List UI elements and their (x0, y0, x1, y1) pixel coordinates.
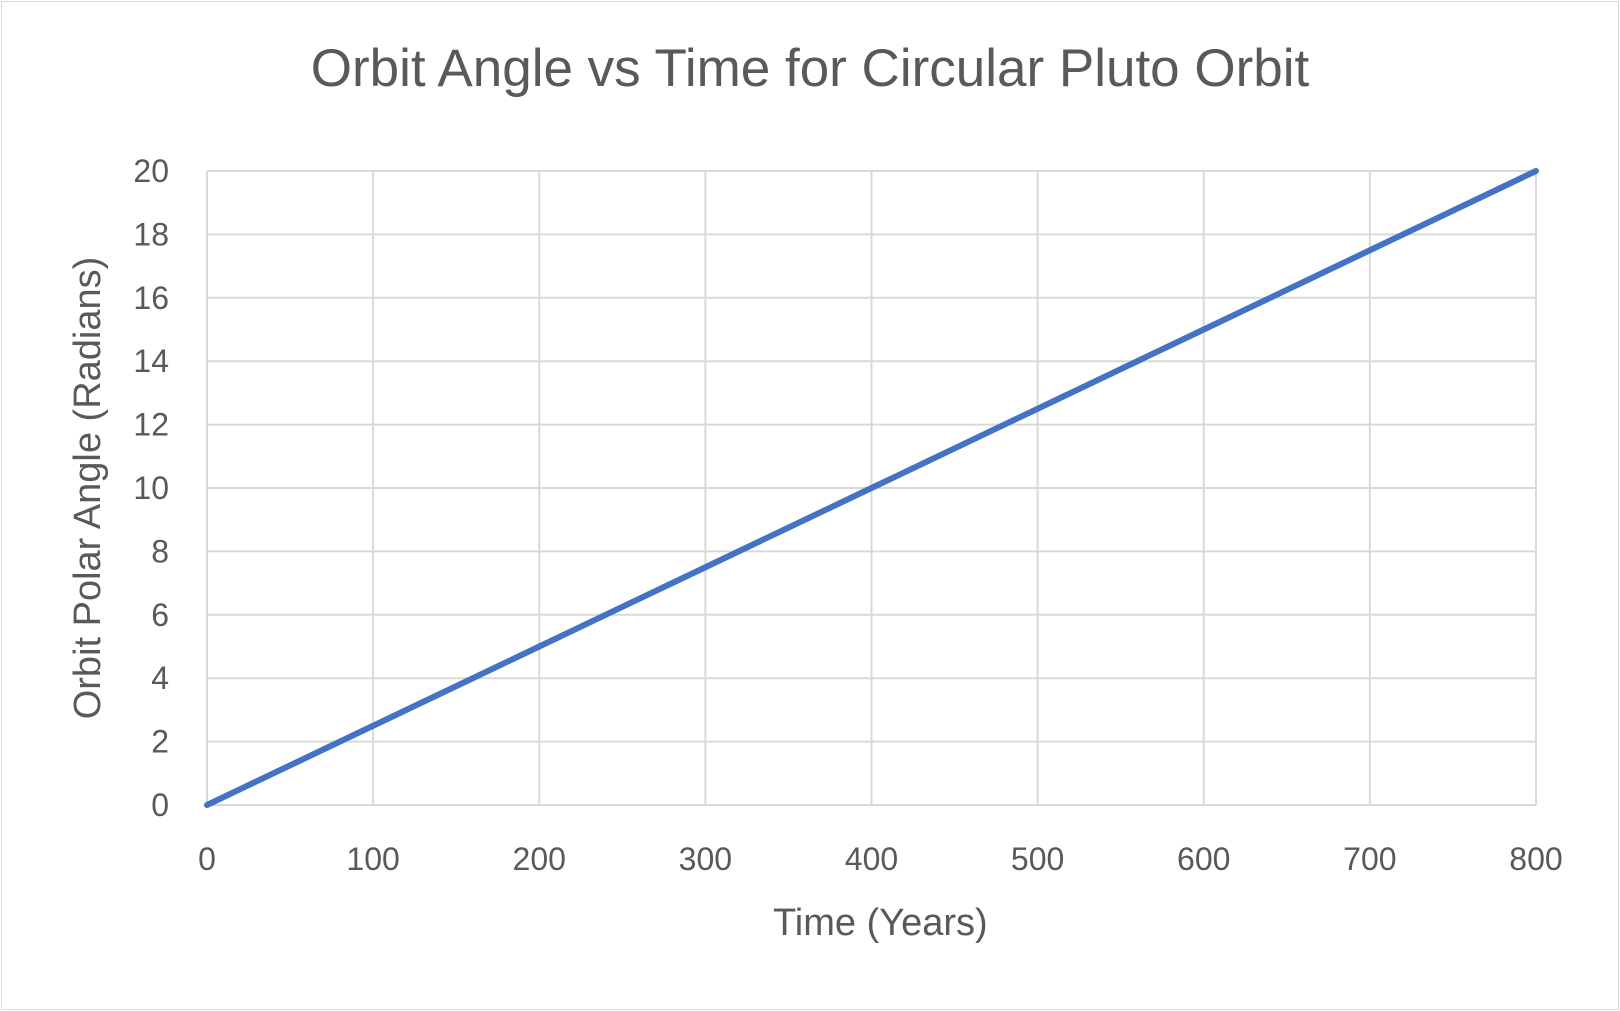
y-tick-label: 0 (151, 787, 169, 823)
y-tick-label: 8 (151, 533, 169, 569)
x-tick-label: 100 (346, 841, 399, 877)
y-tick-label: 16 (133, 280, 169, 316)
x-tick-label: 500 (1011, 841, 1064, 877)
y-tick-label: 18 (133, 216, 169, 252)
series-layer (204, 168, 1539, 808)
y-tick-label: 10 (133, 470, 169, 506)
x-tick-label: 200 (513, 841, 566, 877)
y-tick-label: 2 (151, 724, 169, 760)
series-line (204, 168, 1539, 808)
y-axis-label: Orbit Polar Angle (Radians) (67, 256, 109, 720)
x-axis-ticks: 0 100 200 300 400 500 600 700 800 (198, 841, 1563, 877)
x-tick-label: 0 (198, 841, 216, 877)
y-tick-label: 20 (133, 153, 169, 189)
y-tick-label: 14 (133, 343, 169, 379)
x-tick-label: 400 (845, 841, 898, 877)
y-axis-ticks: 0 2 4 6 8 10 12 14 16 18 20 (133, 153, 169, 823)
y-tick-label: 12 (133, 407, 169, 443)
x-axis-label: Time (Years) (773, 902, 988, 944)
x-tick-label: 800 (1509, 841, 1562, 877)
x-tick-label: 600 (1177, 841, 1230, 877)
y-tick-label: 6 (151, 597, 169, 633)
x-tick-label: 700 (1343, 841, 1396, 877)
x-tick-label: 300 (679, 841, 732, 877)
chart-title: Orbit Angle vs Time for Circular Pluto O… (310, 39, 1310, 98)
y-tick-label: 4 (151, 660, 169, 696)
